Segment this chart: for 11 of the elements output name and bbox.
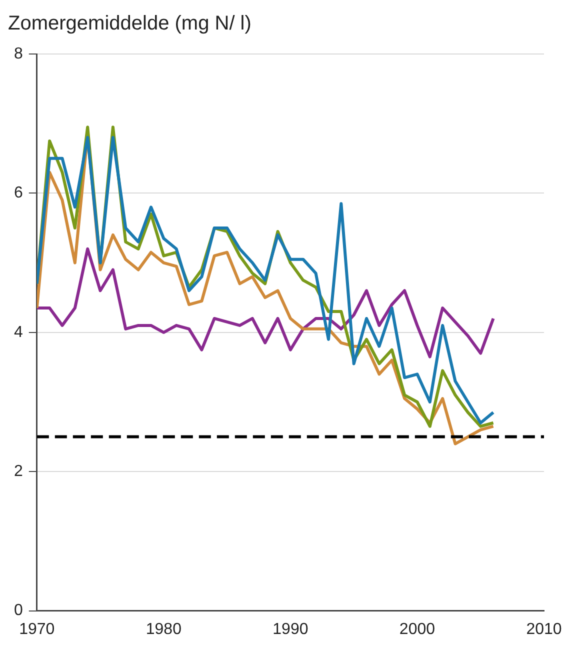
y-tick-label: 6 <box>14 184 23 202</box>
y-tick-label: 8 <box>14 45 23 62</box>
y-tick-label: 2 <box>14 463 23 480</box>
x-tick-label: 1990 <box>272 620 308 638</box>
y-tick-label: 0 <box>14 602 23 620</box>
y-tick-label: 4 <box>14 324 23 341</box>
x-tick-label: 2010 <box>526 620 562 638</box>
chart-title: Zomergemiddelde (mg N/ l) <box>8 12 252 35</box>
x-tick-label: 2000 <box>399 620 436 638</box>
x-tick-label: 1970 <box>19 620 55 638</box>
x-tick-label: 1980 <box>146 620 182 638</box>
